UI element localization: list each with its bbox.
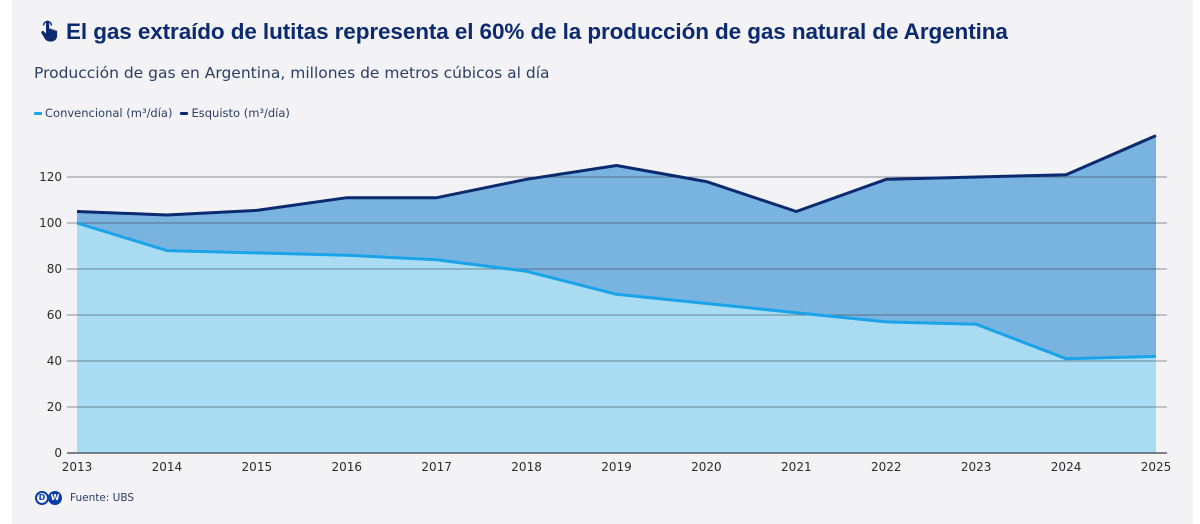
x-tick-label: 2014 xyxy=(152,460,183,474)
dw-logo: D W xyxy=(35,491,62,505)
chart-lines xyxy=(76,134,1157,361)
legend-item-shale: Esquisto (m³/día) xyxy=(180,106,290,120)
y-axis-ticks: 0 20 40 60 80 100 120 xyxy=(39,170,62,460)
pointing-hand-icon xyxy=(41,20,58,42)
x-tick-label: 2018 xyxy=(511,460,542,474)
legend-swatch-shale xyxy=(180,111,189,115)
y-tick-label: 40 xyxy=(47,354,62,368)
y-tick-label: 80 xyxy=(47,262,62,276)
x-tick-label: 2019 xyxy=(601,460,632,474)
y-tick-label: 60 xyxy=(47,308,62,322)
legend-label-conventional: Convencional (m³/día) xyxy=(45,106,173,120)
x-tick-label: 2022 xyxy=(871,460,902,474)
shale-line xyxy=(76,134,1157,217)
y-tick-label: 100 xyxy=(39,216,62,230)
x-axis-ticks: 2013 2014 2015 2016 2017 2018 2019 2020 2021 2022… xyxy=(62,460,1172,474)
y-tick-label: 20 xyxy=(47,400,62,414)
x-tick-label: 2023 xyxy=(961,460,992,474)
y-tick-label: 120 xyxy=(39,170,62,184)
chart-title: El gas extraído de lutitas representa el… xyxy=(66,19,1008,44)
chart-legend: Convencional (m³/día) Esquisto (m³/día) xyxy=(34,106,298,120)
chart-title-row: El gas extraído de lutitas representa el… xyxy=(40,19,1008,45)
y-tick-label: 0 xyxy=(54,446,62,460)
x-tick-label: 2017 xyxy=(421,460,452,474)
conventional-area xyxy=(77,223,1156,453)
conventional-line xyxy=(76,221,1157,361)
chart-gridlines xyxy=(67,176,1167,454)
source-label: Fuente: UBS xyxy=(70,492,135,504)
x-tick-label: 2015 xyxy=(242,460,273,474)
legend-swatch-conventional xyxy=(34,111,42,115)
dw-logo-w: W xyxy=(48,491,62,505)
chart-footer: D W Fuente: UBS xyxy=(35,491,134,505)
x-tick-label: 2013 xyxy=(62,460,93,474)
x-tick-label: 2024 xyxy=(1051,460,1082,474)
chart-subtitle: Producción de gas en Argentina, millones… xyxy=(34,64,550,82)
x-tick-label: 2025 xyxy=(1141,460,1172,474)
x-tick-label: 2021 xyxy=(781,460,812,474)
dw-logo-d: D xyxy=(35,491,49,505)
legend-item-conventional: Convencional (m³/día) xyxy=(34,106,172,120)
x-tick-label: 2016 xyxy=(331,460,362,474)
legend-label-shale: Esquisto (m³/día) xyxy=(191,106,290,120)
x-tick-label: 2020 xyxy=(691,460,722,474)
